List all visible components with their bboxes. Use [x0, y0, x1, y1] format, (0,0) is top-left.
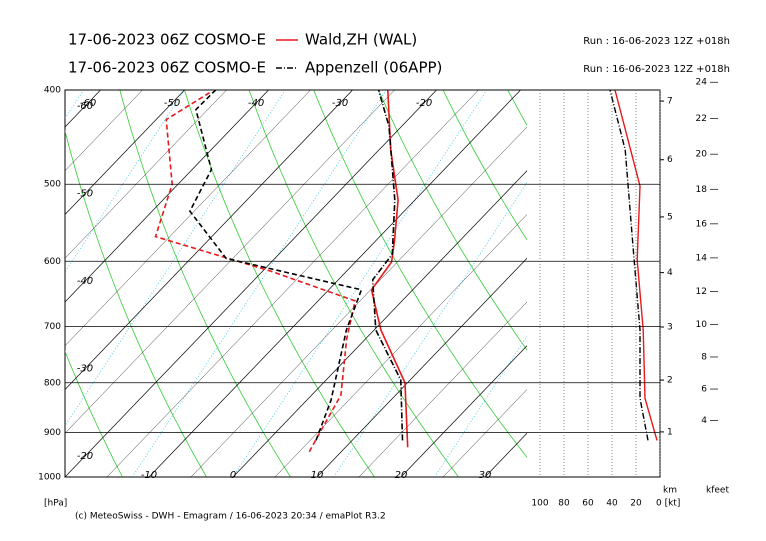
dry-adiabat — [702, 90, 766, 477]
isotherm — [65, 90, 227, 259]
footer: (c) MeteoSwiss - DWH - Emagram / 16-06-2… — [75, 512, 386, 522]
legend-model: 17-06-2023 06Z COSMO-E — [68, 31, 266, 49]
kfeet-tick-label: 12 — [696, 287, 707, 297]
dry-adiabat — [507, 90, 527, 127]
isotherm — [400, 345, 527, 477]
isotherm-label: -50 — [77, 189, 93, 200]
kfeet-tick-label: 10 — [696, 320, 708, 330]
isotherm — [0, 90, 17, 477]
isotherm-label: 0 — [230, 470, 236, 481]
kfeet-label: kfeet — [706, 486, 729, 496]
isotherm — [106, 90, 479, 477]
isotherm-label: -20 — [416, 98, 432, 109]
temperature-profile — [371, 90, 404, 441]
isotherm — [442, 389, 527, 477]
pressure-tick-label: 900 — [44, 428, 61, 438]
run-label: Run : 16-06-2023 12Z +018h — [583, 36, 730, 47]
isotherm — [569, 90, 766, 477]
profile-area — [609, 90, 658, 441]
isotherm — [65, 90, 437, 477]
dry-adiabat — [572, 90, 766, 477]
dry-adiabat — [0, 90, 39, 477]
dewpoint-profile — [188, 90, 363, 441]
kfeet-tick-label: 16 — [696, 219, 708, 229]
dry-adiabat — [248, 90, 459, 477]
dewpoint-profile — [154, 90, 357, 453]
kfeet-tick-label: 14 — [696, 253, 708, 263]
legend-model: 17-06-2023 06Z COSMO-E — [68, 59, 266, 77]
km-tick-label: 7 — [667, 97, 673, 107]
isotherm — [484, 432, 527, 477]
pressure-tick-label: 400 — [44, 86, 61, 96]
isotherm — [526, 476, 527, 477]
isotherm-label: -30 — [77, 364, 93, 375]
temperature-profile — [370, 90, 409, 448]
legend-station: Wald,ZH (WAL) — [305, 31, 417, 49]
pressure-tick-label: 800 — [44, 378, 61, 388]
isotherm — [65, 90, 353, 391]
pressure-tick-label: 500 — [44, 180, 61, 190]
pressure-unit: [hPa] — [44, 499, 67, 509]
km-tick-label: 1 — [667, 427, 673, 437]
isotherm — [358, 301, 527, 477]
wind-tick-label: 20 — [630, 499, 642, 509]
plot-frame — [64, 89, 661, 478]
wind-tick-label: 100 — [531, 499, 548, 509]
km-label: km — [663, 486, 677, 496]
kfeet-tick-label: 8 — [701, 352, 707, 362]
isotherm-label: -20 — [77, 451, 93, 462]
km-tick-label: 5 — [667, 212, 673, 222]
wind-speed-profile — [614, 90, 658, 441]
isotherm-label: -60 — [77, 101, 93, 112]
km-tick-label: 4 — [667, 268, 673, 278]
isotherm-label: 30 — [479, 470, 492, 481]
kfeet-tick-label: 20 — [696, 150, 708, 160]
kfeet-tick-label: 18 — [696, 185, 708, 195]
wind-tick-label: 0 [kt] — [656, 499, 680, 509]
isotherm — [65, 90, 311, 347]
kfeet-tick-label: 6 — [701, 385, 707, 395]
kfeet-tick-label: 22 — [696, 114, 707, 124]
mixing-ratio-line — [65, 90, 85, 120]
km-tick-label: 2 — [667, 376, 673, 386]
isotherm-label: -40 — [77, 276, 93, 287]
run-label: Run : 16-06-2023 12Z +018h — [583, 64, 730, 75]
isotherm — [232, 170, 527, 477]
isotherm-label: -10 — [141, 470, 157, 481]
wind-speed-profile — [609, 90, 649, 441]
isotherm — [65, 90, 185, 216]
dry-adiabat — [65, 350, 123, 477]
isotherm — [274, 214, 527, 477]
isotherm — [65, 90, 143, 172]
isotherm-label: -60 — [80, 98, 96, 109]
kfeet-tick-label: 24 — [696, 78, 708, 88]
isotherm — [65, 90, 395, 434]
dry-adiabat — [442, 90, 527, 241]
pressure-tick-label: 1000 — [38, 473, 61, 483]
mixing-ratio-line — [232, 90, 488, 477]
mixing-ratio-line — [131, 90, 387, 477]
mixing-ratio-line — [65, 90, 286, 427]
wind-tick-label: 80 — [558, 499, 570, 509]
isotherm-label: -50 — [164, 98, 180, 109]
isotherm-label: 10 — [311, 470, 324, 481]
kfeet-tick-label: 4 — [701, 416, 707, 426]
isotherm — [65, 90, 269, 303]
pressure-tick-label: 600 — [44, 257, 61, 267]
km-tick-label: 6 — [667, 155, 673, 165]
isotherm — [316, 257, 527, 477]
legend-station: Appenzell (06APP) — [305, 59, 442, 77]
isotherm-label: 20 — [395, 470, 408, 481]
wind-tick-label: 40 — [606, 499, 618, 509]
isotherm — [0, 90, 59, 477]
isotherm-label: -30 — [332, 98, 348, 109]
wind-tick-label: 60 — [582, 499, 594, 509]
isotherm-label: -40 — [248, 98, 264, 109]
km-tick-label: 3 — [667, 323, 673, 333]
pressure-tick-label: 700 — [44, 322, 61, 332]
